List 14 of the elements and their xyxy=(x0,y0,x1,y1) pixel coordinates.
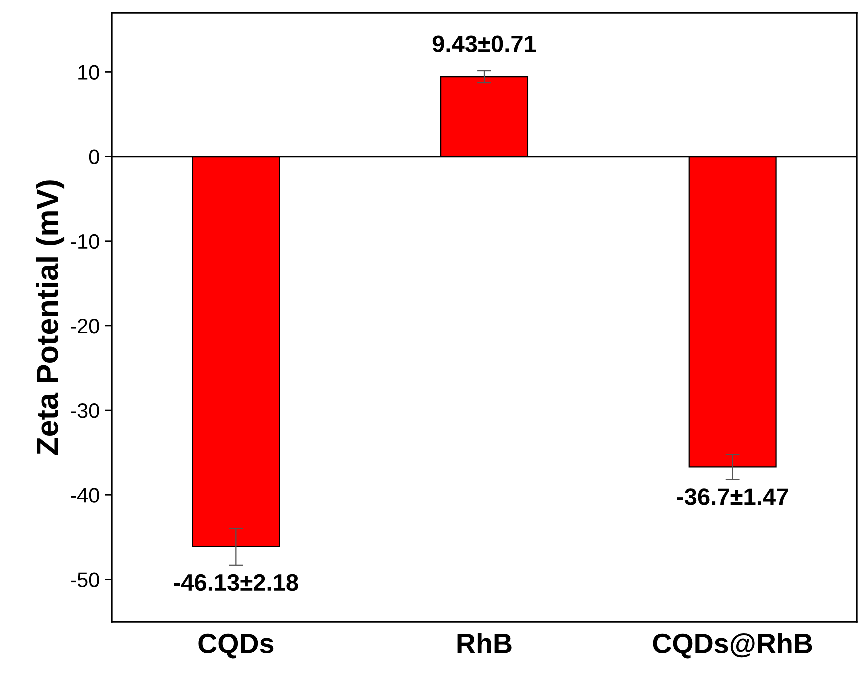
x-tick-label: RhB xyxy=(458,633,512,654)
y-tick-label: -10 xyxy=(71,234,100,250)
data-label: -46.13±2.18 xyxy=(174,574,298,592)
y-axis-title: Zeta Potential (mV) xyxy=(36,180,65,455)
x-tick-label: CQDs xyxy=(198,634,274,659)
y-tick-label: -30 xyxy=(71,404,100,418)
data-label: -36.7±1.47 xyxy=(677,488,788,506)
y-tick-label: -40 xyxy=(71,488,100,503)
y-tick-label: -20 xyxy=(71,318,100,334)
y-tick-label: 10 xyxy=(78,65,100,80)
y-tick-label: 0 xyxy=(89,150,100,165)
data-label: 9.43±0.71 xyxy=(432,36,536,52)
y-tick-label: -50 xyxy=(71,572,100,588)
x-tick-label: CQDs@RhB xyxy=(653,633,812,659)
